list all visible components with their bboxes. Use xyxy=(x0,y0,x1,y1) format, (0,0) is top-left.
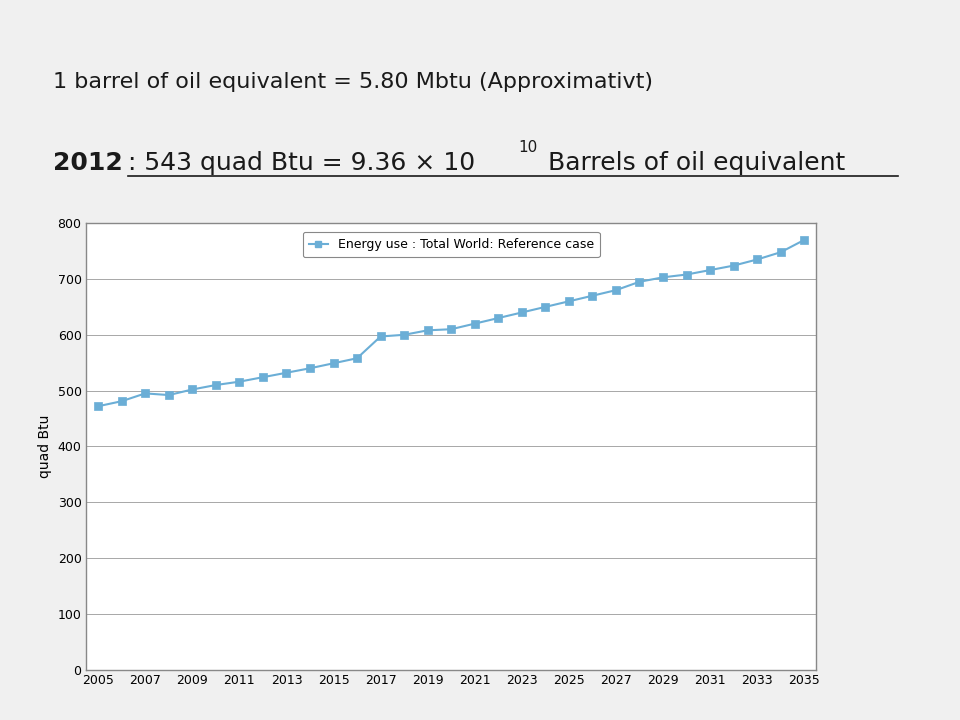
Text: 2012: 2012 xyxy=(53,151,123,175)
Text: 1 barrel of oil equivalent = 5.80 Mbtu (Approximativt): 1 barrel of oil equivalent = 5.80 Mbtu (… xyxy=(53,72,653,92)
Legend: Energy use : Total World: Reference case: Energy use : Total World: Reference case xyxy=(302,232,600,257)
Y-axis label: quad Btu: quad Btu xyxy=(38,415,52,478)
Text: Barrels of oil equivalent: Barrels of oil equivalent xyxy=(540,151,846,175)
Text: 10: 10 xyxy=(518,140,538,155)
Text: : 543 quad Btu = 9.36 × 10: : 543 quad Btu = 9.36 × 10 xyxy=(128,151,475,175)
